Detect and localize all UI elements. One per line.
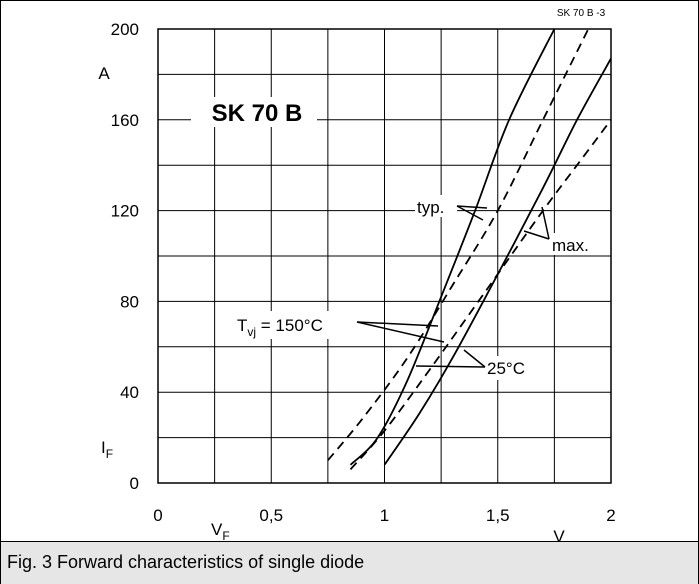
y-axis-label-main: I: [101, 438, 106, 457]
y-tick-label: 200: [111, 20, 139, 39]
tvj-leader-1: [356, 321, 439, 327]
annotation-leaders: [356, 205, 550, 368]
x-tick-label: 0: [153, 506, 162, 525]
x-axis-label-sub: F: [222, 529, 229, 541]
tvj-leader-2: [356, 321, 445, 343]
y-tick-label: 40: [120, 383, 139, 402]
x-tick-label: 2: [606, 506, 615, 525]
plot-area-border: [157, 28, 612, 484]
t25-label-bg: [485, 356, 541, 380]
x-tick-label: 1: [380, 506, 389, 525]
x-tick-label: 1,5: [486, 506, 510, 525]
caption-bar: Fig. 3 Forward characteristics of single…: [1, 541, 698, 584]
curve-solid-0: [349, 28, 556, 466]
tvj-label-bg: [235, 311, 357, 339]
typ-label: typ.: [417, 198, 444, 217]
curve-dashed-3: [349, 119, 612, 470]
tvj-label-sub: vj: [247, 325, 256, 339]
chart-title: SK 70 B: [212, 100, 303, 127]
grid: [158, 29, 611, 483]
max-leader-2: [523, 230, 550, 240]
typ-leader-1: [456, 205, 488, 209]
x-tick-labels: 0 0,5 1 1,5 2: [153, 506, 615, 525]
max-label: max.: [552, 236, 589, 255]
x-unit-label: V: [553, 527, 565, 541]
tvj-label-suffix: = 150°C: [256, 316, 323, 335]
y-axis-label-sub: F: [106, 447, 113, 461]
y-tick-labels: 0 40 80 120 160 200: [111, 20, 139, 493]
t25-label: 25°C: [487, 359, 525, 378]
curves: [327, 28, 612, 470]
y-axis-label: IF: [101, 438, 113, 461]
tvj-label: Tvj = 150°C: [237, 316, 323, 339]
typ-label-bg: [415, 195, 457, 217]
y-tick-label: 0: [130, 474, 139, 493]
chart-title-box: [191, 97, 317, 127]
y-unit-label: A: [98, 64, 110, 83]
y-tick-label: 160: [111, 111, 139, 130]
y-tick-label: 120: [111, 202, 139, 221]
max-leader-1: [541, 206, 550, 240]
y-tick-label: 80: [120, 292, 139, 311]
x-axis-label: VF: [211, 520, 230, 541]
t25-leader-1: [463, 349, 486, 368]
figure-id: SK 70 B -3: [557, 8, 606, 19]
tvj-label-prefix: T: [237, 316, 247, 335]
x-tick-label: 0,5: [259, 506, 283, 525]
typ-leader-2: [456, 205, 484, 221]
figure-caption: Fig. 3 Forward characteristics of single…: [7, 552, 365, 572]
curve-dashed-2: [327, 28, 590, 461]
t25-leader-2: [415, 365, 486, 368]
max-label-bg: [550, 233, 596, 255]
x-axis-label-main: V: [211, 520, 223, 539]
